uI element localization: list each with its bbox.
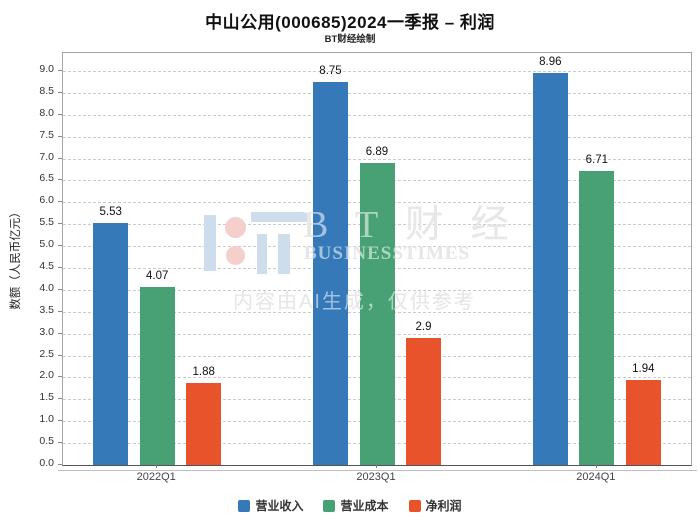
bt-logo-icon (204, 212, 309, 276)
y-tick-mark (58, 354, 62, 356)
y-tick-mark (58, 464, 62, 465)
y-tick-mark (58, 223, 62, 225)
y-tick-label: 0.0 (39, 457, 54, 469)
bar-营业收入-2023Q1[interactable] (313, 81, 348, 465)
y-tick-mark (58, 179, 62, 181)
bt-logo-dot (225, 217, 246, 238)
y-tick-mark (58, 332, 62, 334)
y-tick-label: 0.5 (39, 435, 54, 448)
y-tick-label: 7.0 (39, 150, 54, 163)
bt-logo-dot (226, 246, 245, 265)
y-tick-mark (58, 398, 62, 400)
bt-logo-topbar (251, 212, 308, 222)
bar-营业成本-2022Q1[interactable] (139, 286, 175, 465)
y-tick-mark (58, 376, 62, 378)
y-tick-mark (58, 113, 62, 115)
y-tick-label: 8.0 (39, 106, 54, 119)
y-tick-label: 6.0 (39, 194, 54, 207)
y-tick-mark (58, 135, 62, 137)
chart-title: 中山公用(000685)2024一季报 – 利润 (205, 13, 495, 32)
bar-value-label: 1.94 (632, 363, 655, 376)
y-tick-label: 2.0 (39, 369, 54, 382)
bar-value-label: 5.53 (99, 205, 122, 218)
y-tick-label: 1.5 (39, 391, 54, 404)
y-tick-label: 4.5 (39, 260, 54, 272)
legend-label: 净利润 (425, 499, 462, 513)
bar-营业成本-2023Q1[interactable] (359, 163, 395, 465)
bar-营业成本-2024Q1[interactable] (579, 171, 615, 465)
gridline (63, 114, 691, 116)
x-tick-label: 2022Q1 (136, 471, 176, 483)
legend-swatch (408, 499, 421, 512)
y-tick-label: 3.0 (39, 325, 54, 338)
y-tick-label: 2.5 (39, 347, 54, 360)
y-tick-label: 6.5 (39, 172, 54, 185)
y-tick-mark (58, 442, 62, 444)
y-tick-label: 1.0 (39, 413, 54, 426)
bar-value-label: 1.88 (192, 365, 215, 378)
x-tick-mark (376, 464, 377, 468)
axis-shadow-line (58, 470, 697, 471)
legend-swatch (238, 499, 251, 512)
y-tick-label: 9.0 (39, 63, 54, 75)
legend-swatch (323, 499, 336, 512)
gridline (63, 158, 691, 160)
legend: 营业收入 营业成本 净利润 (0, 497, 700, 514)
bar-value-label: 6.71 (585, 154, 608, 167)
y-tick-label: 3.5 (39, 303, 54, 316)
legend-item-营业收入[interactable]: 营业收入 (238, 497, 303, 514)
gridline (63, 136, 691, 138)
plot-area: B T 财 经 BUSINESSTIMES 内容由AI生成，仅供参考 B T 财… (62, 52, 692, 466)
y-tick-label: 8.5 (39, 84, 54, 97)
bar-营业收入-2024Q1[interactable] (532, 72, 568, 465)
legend-item-净利润[interactable]: 净利润 (408, 497, 462, 514)
bar-营业收入-2022Q1[interactable] (93, 222, 129, 465)
bar-value-label: 8.96 (539, 55, 562, 68)
y-tick-mark (58, 420, 62, 422)
y-tick-mark (58, 288, 62, 290)
bar-value-label: 2.9 (415, 321, 432, 334)
x-tick-mark (156, 464, 158, 468)
gridline (63, 92, 691, 94)
bar-净利润-2024Q1[interactable] (625, 380, 661, 465)
y-tick-mark (58, 70, 62, 71)
y-tick-mark (58, 201, 62, 203)
y-tick-mark (58, 91, 62, 93)
x-tick-mark (595, 464, 597, 468)
legend-item-营业成本[interactable]: 营业成本 (323, 497, 389, 514)
y-tick-mark (58, 245, 62, 247)
x-tick-label: 2024Q1 (576, 471, 616, 483)
y-tick-label: 4.0 (39, 281, 54, 294)
y-tick-label: 7.5 (39, 128, 54, 141)
y-tick-mark (58, 157, 62, 159)
bar-净利润-2022Q1[interactable] (186, 382, 222, 465)
gridline (63, 71, 691, 72)
y-tick-mark (58, 310, 62, 312)
bar-value-label: 4.07 (145, 269, 169, 282)
x-tick-label: 2023Q1 (356, 471, 396, 483)
y-tick-mark (58, 267, 62, 268)
legend-label: 营业收入 (255, 499, 304, 513)
y-tick-label: 5.0 (39, 238, 54, 251)
chart-subtitle: BT财经绘制 (324, 34, 376, 45)
y-tick-label: 5.5 (39, 216, 54, 229)
bar-净利润-2023Q1[interactable] (406, 338, 441, 465)
bar-value-label: 6.89 (365, 146, 389, 159)
legend-label: 营业成本 (340, 499, 389, 513)
bar-value-label: 8.75 (319, 64, 342, 77)
